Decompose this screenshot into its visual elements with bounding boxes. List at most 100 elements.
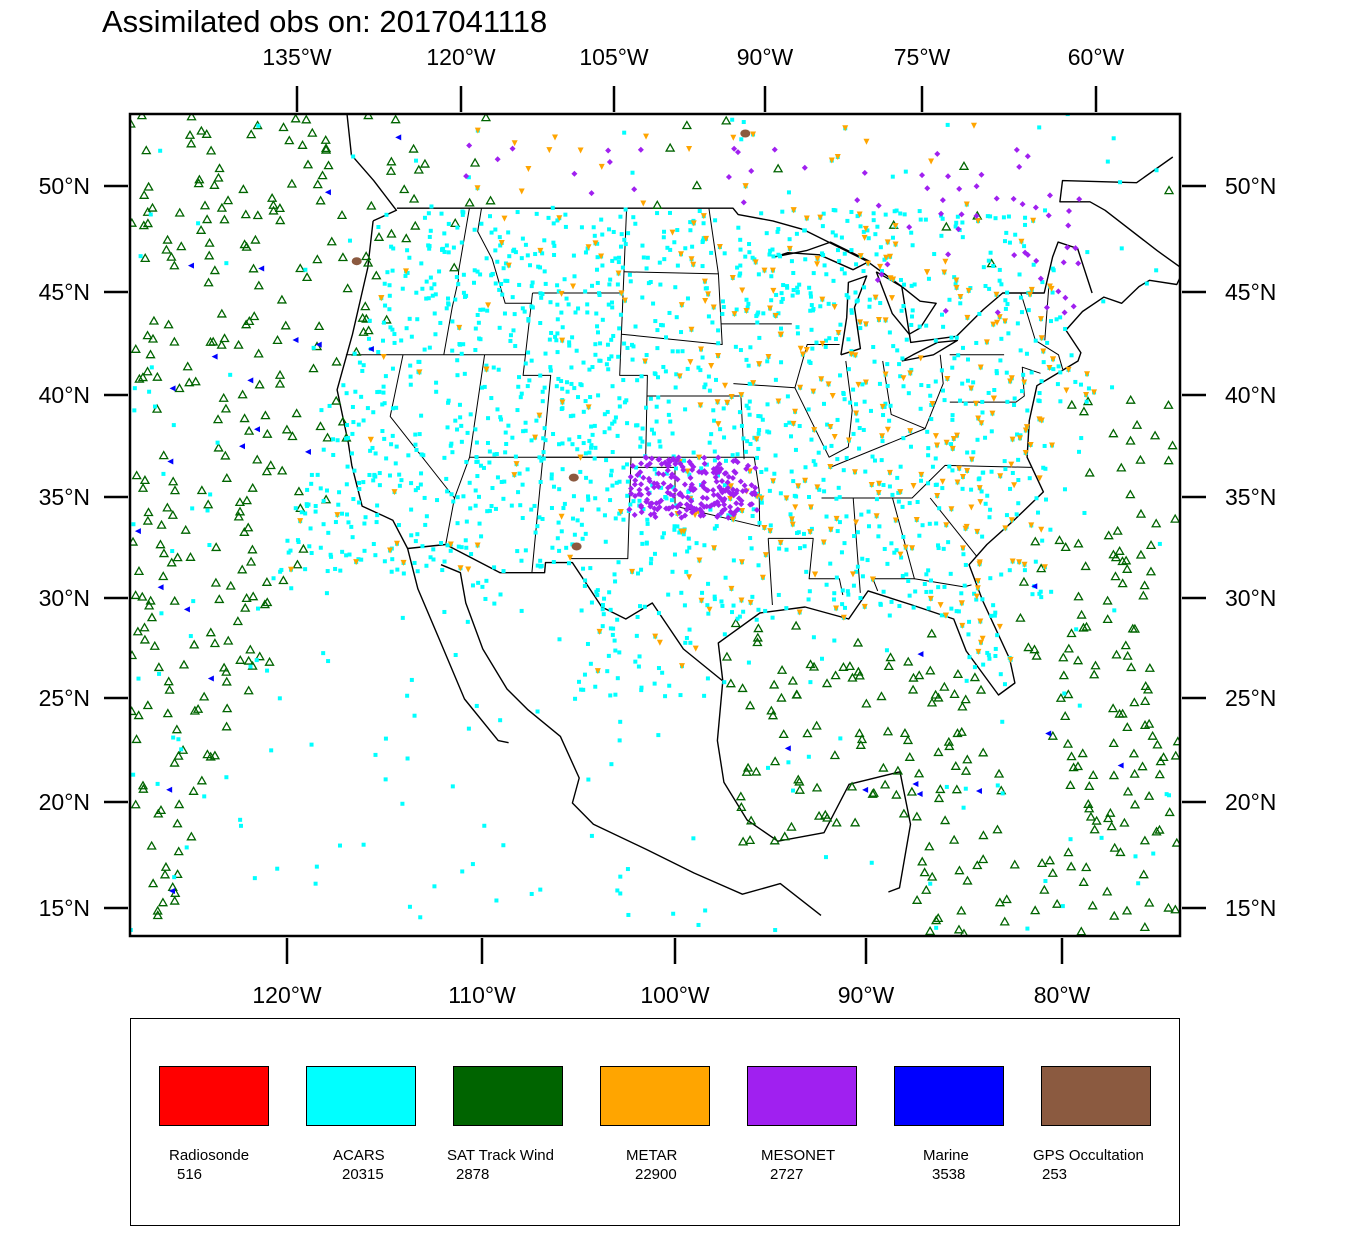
obs-marker — [963, 786, 968, 791]
obs-marker — [583, 531, 588, 536]
obs-marker — [288, 566, 295, 573]
obs-marker — [703, 495, 710, 502]
obs-marker — [331, 452, 336, 457]
obs-marker — [1102, 813, 1114, 823]
obs-marker — [571, 170, 578, 177]
obs-marker — [746, 468, 753, 475]
obs-marker — [758, 414, 763, 419]
obs-marker — [549, 330, 554, 335]
obs-marker — [338, 568, 343, 573]
obs-marker — [1058, 670, 1069, 680]
obs-marker — [916, 791, 923, 798]
obs-marker — [688, 461, 695, 468]
obs-marker — [855, 740, 866, 749]
obs-marker — [357, 480, 362, 485]
obs-marker — [416, 369, 423, 376]
obs-marker — [1058, 652, 1069, 662]
obs-marker — [445, 425, 450, 430]
obs-marker — [860, 382, 865, 387]
obs-marker — [739, 423, 744, 428]
obs-marker — [748, 345, 753, 350]
obs-marker — [1154, 168, 1159, 173]
obs-marker — [1084, 399, 1089, 404]
obs-marker — [858, 224, 863, 229]
obs-marker — [853, 290, 858, 295]
obs-marker — [811, 782, 823, 792]
obs-marker — [507, 254, 512, 259]
obs-marker — [307, 544, 312, 549]
obs-marker — [555, 536, 560, 541]
obs-marker — [701, 460, 708, 467]
obs-marker — [1048, 527, 1053, 532]
obs-marker — [567, 554, 574, 561]
obs-marker — [321, 447, 326, 452]
obs-marker — [670, 431, 675, 436]
obs-marker — [839, 235, 844, 240]
obs-marker — [301, 114, 312, 124]
obs-marker — [1081, 621, 1092, 631]
obs-marker — [142, 330, 153, 340]
obs-marker — [600, 263, 605, 268]
obs-marker — [647, 442, 652, 447]
obs-marker — [983, 284, 988, 289]
obs-marker — [960, 694, 971, 704]
obs-marker — [241, 593, 252, 603]
obs-marker — [940, 312, 944, 317]
obs-marker — [738, 501, 745, 508]
lake-erie — [901, 339, 959, 362]
obs-marker — [346, 520, 351, 525]
obs-marker — [145, 595, 156, 605]
obs-marker — [955, 214, 960, 219]
obs-marker — [958, 161, 970, 170]
obs-marker — [814, 340, 819, 345]
obs-marker — [1112, 525, 1123, 535]
obs-marker — [885, 383, 890, 388]
obs-marker — [910, 314, 915, 319]
obs-marker — [408, 382, 413, 387]
obs-marker — [583, 399, 588, 404]
obs-marker — [1119, 246, 1124, 251]
top-lon-label: 60°W — [1067, 44, 1125, 70]
obs-marker — [385, 270, 390, 275]
bottom-lon-label: 120°W — [252, 982, 322, 1008]
obs-marker — [352, 468, 357, 473]
obs-marker — [519, 558, 524, 563]
left-lat-label: 45°N — [38, 279, 90, 305]
obs-marker — [1061, 309, 1068, 316]
obs-marker — [987, 286, 992, 291]
obs-marker — [744, 835, 756, 844]
obs-marker — [960, 220, 965, 225]
obs-marker — [670, 349, 675, 354]
obs-marker — [373, 451, 378, 456]
obs-marker — [501, 843, 506, 848]
obs-marker — [978, 171, 985, 178]
obs-marker — [460, 212, 465, 217]
obs-marker — [926, 628, 937, 638]
obs-marker — [1139, 835, 1151, 845]
obs-marker — [331, 395, 342, 405]
obs-marker — [985, 650, 990, 655]
obs-marker — [314, 321, 325, 331]
obs-marker — [534, 211, 539, 216]
state-border — [830, 428, 926, 468]
obs-marker — [950, 365, 955, 370]
obs-marker — [1015, 321, 1020, 326]
obs-marker — [313, 509, 318, 514]
obs-marker — [591, 225, 596, 230]
obs-marker — [609, 337, 614, 342]
obs-marker — [490, 272, 495, 277]
obs-marker — [913, 768, 925, 778]
obs-marker — [419, 413, 424, 418]
obs-marker — [1075, 260, 1082, 267]
obs-marker — [775, 229, 780, 234]
obs-marker — [1027, 291, 1034, 298]
obs-marker — [727, 508, 734, 515]
obs-marker — [253, 280, 264, 290]
obs-marker — [1013, 146, 1020, 153]
obs-marker — [756, 446, 761, 451]
obs-marker — [549, 472, 554, 477]
obs-marker — [937, 506, 942, 511]
obs-marker — [808, 680, 813, 685]
obs-marker — [992, 824, 1003, 834]
obs-marker — [272, 335, 283, 344]
